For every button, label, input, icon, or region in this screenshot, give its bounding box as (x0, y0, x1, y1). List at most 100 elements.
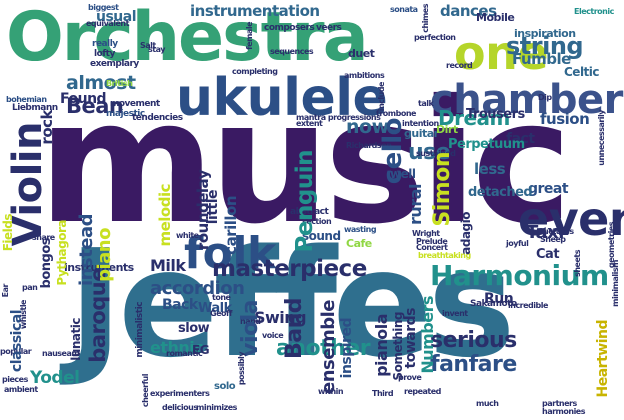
word-composers: composers (264, 23, 315, 33)
word-music: music (38, 64, 572, 262)
word-electronic: Electronic (574, 7, 614, 16)
word-cello: cello (378, 118, 408, 185)
word-now: now (346, 116, 389, 138)
word-cheerful: cheerful (141, 374, 150, 408)
word-viola: viola (238, 300, 263, 357)
word-invent: invent (442, 309, 468, 318)
word-salt: Salt (140, 41, 156, 50)
word-rural: rural (406, 184, 425, 225)
word-accordion: accordion (150, 278, 245, 299)
word-possibly: possibly (237, 352, 246, 386)
word-celtic: Celtic (564, 65, 600, 79)
word-pieces: pieces (2, 375, 28, 384)
word-structures: structures (532, 227, 574, 236)
word-prelude: Prelude (416, 237, 448, 246)
word-majestic: majestic (106, 109, 145, 119)
word-trombone: trombone (376, 109, 416, 118)
word-serious: serious (430, 328, 517, 353)
word-towards: towards (403, 308, 419, 369)
word-lofty: lofty (94, 49, 115, 59)
word-tendencies: tendencies (132, 113, 183, 123)
word-liebmann: Liebmann (12, 103, 58, 113)
word-ethnic: ethnic (150, 338, 204, 357)
word-prove: prove (398, 373, 422, 382)
word-mobile: Mobile (476, 11, 515, 24)
word-geoff: Geoff (210, 309, 232, 318)
word-white: white (176, 231, 199, 240)
word-fumble: Fumble (512, 50, 571, 68)
word-folk: folk (184, 228, 276, 279)
word-great: great (528, 181, 569, 197)
word-orchestra: Orchestra (6, 0, 369, 77)
word-carillon: carillon (222, 196, 240, 255)
word-unnecessarily: unnecessarily (597, 110, 606, 166)
word-lunatic: lunatic (69, 318, 83, 361)
word-romantic: romantic (166, 349, 203, 358)
word-dip: Dip (538, 93, 552, 102)
word-talk: talk (418, 99, 434, 108)
word-minimizes: minimizes (196, 403, 237, 412)
word-cat: Cat (536, 247, 560, 262)
word-wright: Wright (412, 229, 440, 238)
word-delicious: delicious (162, 403, 198, 412)
word-section: section (302, 217, 332, 226)
word-minimalism: minimalism (611, 260, 620, 307)
word-string: string (506, 32, 584, 60)
word-biggest: biggest (88, 3, 119, 12)
word-fanfare: fanfare (430, 352, 517, 377)
word-masterpiece: masterpiece (212, 256, 367, 282)
word-voice: voice (262, 331, 284, 340)
word-within: within (318, 387, 344, 396)
word-milk: Milk (150, 256, 186, 275)
word-pan: pan (22, 283, 38, 292)
word-instrumentation: instrumentation (190, 2, 320, 20)
word-extent: extent (296, 119, 323, 128)
word-sustained: sustained (416, 149, 456, 158)
word-inspired: inspired (339, 318, 355, 379)
word-sonata: sonata (390, 5, 418, 14)
word-dream: Dream (438, 106, 510, 130)
word-hand: hand (240, 317, 261, 326)
word-pianola: pianola (372, 314, 391, 377)
word-band: Band (282, 298, 307, 360)
word-sakamoto: Sakamoto (470, 299, 517, 309)
word-adagio: adagio (459, 212, 473, 255)
word-female: female (245, 22, 254, 50)
word-sheep: Sheep (540, 235, 566, 244)
word-melodic: melodic (156, 184, 174, 247)
word-intention: intention (402, 119, 439, 128)
word-popular: popular (0, 347, 32, 356)
word-rock: rock (38, 110, 56, 145)
word-duet: duet (348, 47, 375, 60)
word-another: another (276, 336, 371, 361)
word-richardson: Richardson (346, 141, 392, 150)
word-third: Third (372, 389, 394, 398)
word-movement: movement (110, 99, 160, 109)
word-repeated: repeated (404, 387, 441, 396)
word-slow: slow (178, 321, 210, 336)
word-veers: veers (316, 23, 342, 33)
word-breathtaking: breathtaking (418, 251, 471, 260)
word-taxi: Taxi (526, 222, 564, 243)
word-almost: almost (66, 72, 136, 94)
word-yodel: Yodel (30, 368, 80, 388)
word-eg: EG (192, 343, 210, 357)
word-fusion: fusion (540, 110, 590, 128)
word-bohemian: bohemian (6, 95, 47, 104)
word-penguin: Penguin (292, 150, 318, 253)
word-partners: partners (542, 399, 577, 408)
word-guitar: guitar (404, 127, 439, 140)
word-perfection: perfection (414, 33, 456, 42)
word-share: share (32, 233, 55, 242)
word-whistle: whistle (19, 300, 28, 330)
word-pythagora: Pythagora (55, 220, 69, 286)
word-swing: Swing (254, 308, 307, 327)
word-one: one (454, 26, 549, 80)
word-less: less (474, 160, 506, 178)
word-record: record (446, 61, 473, 70)
word-exemplary: exemplary (90, 59, 139, 69)
word-ear: Ear (1, 284, 10, 298)
word-bean: Bean (66, 94, 124, 118)
word-well: well (390, 167, 416, 181)
